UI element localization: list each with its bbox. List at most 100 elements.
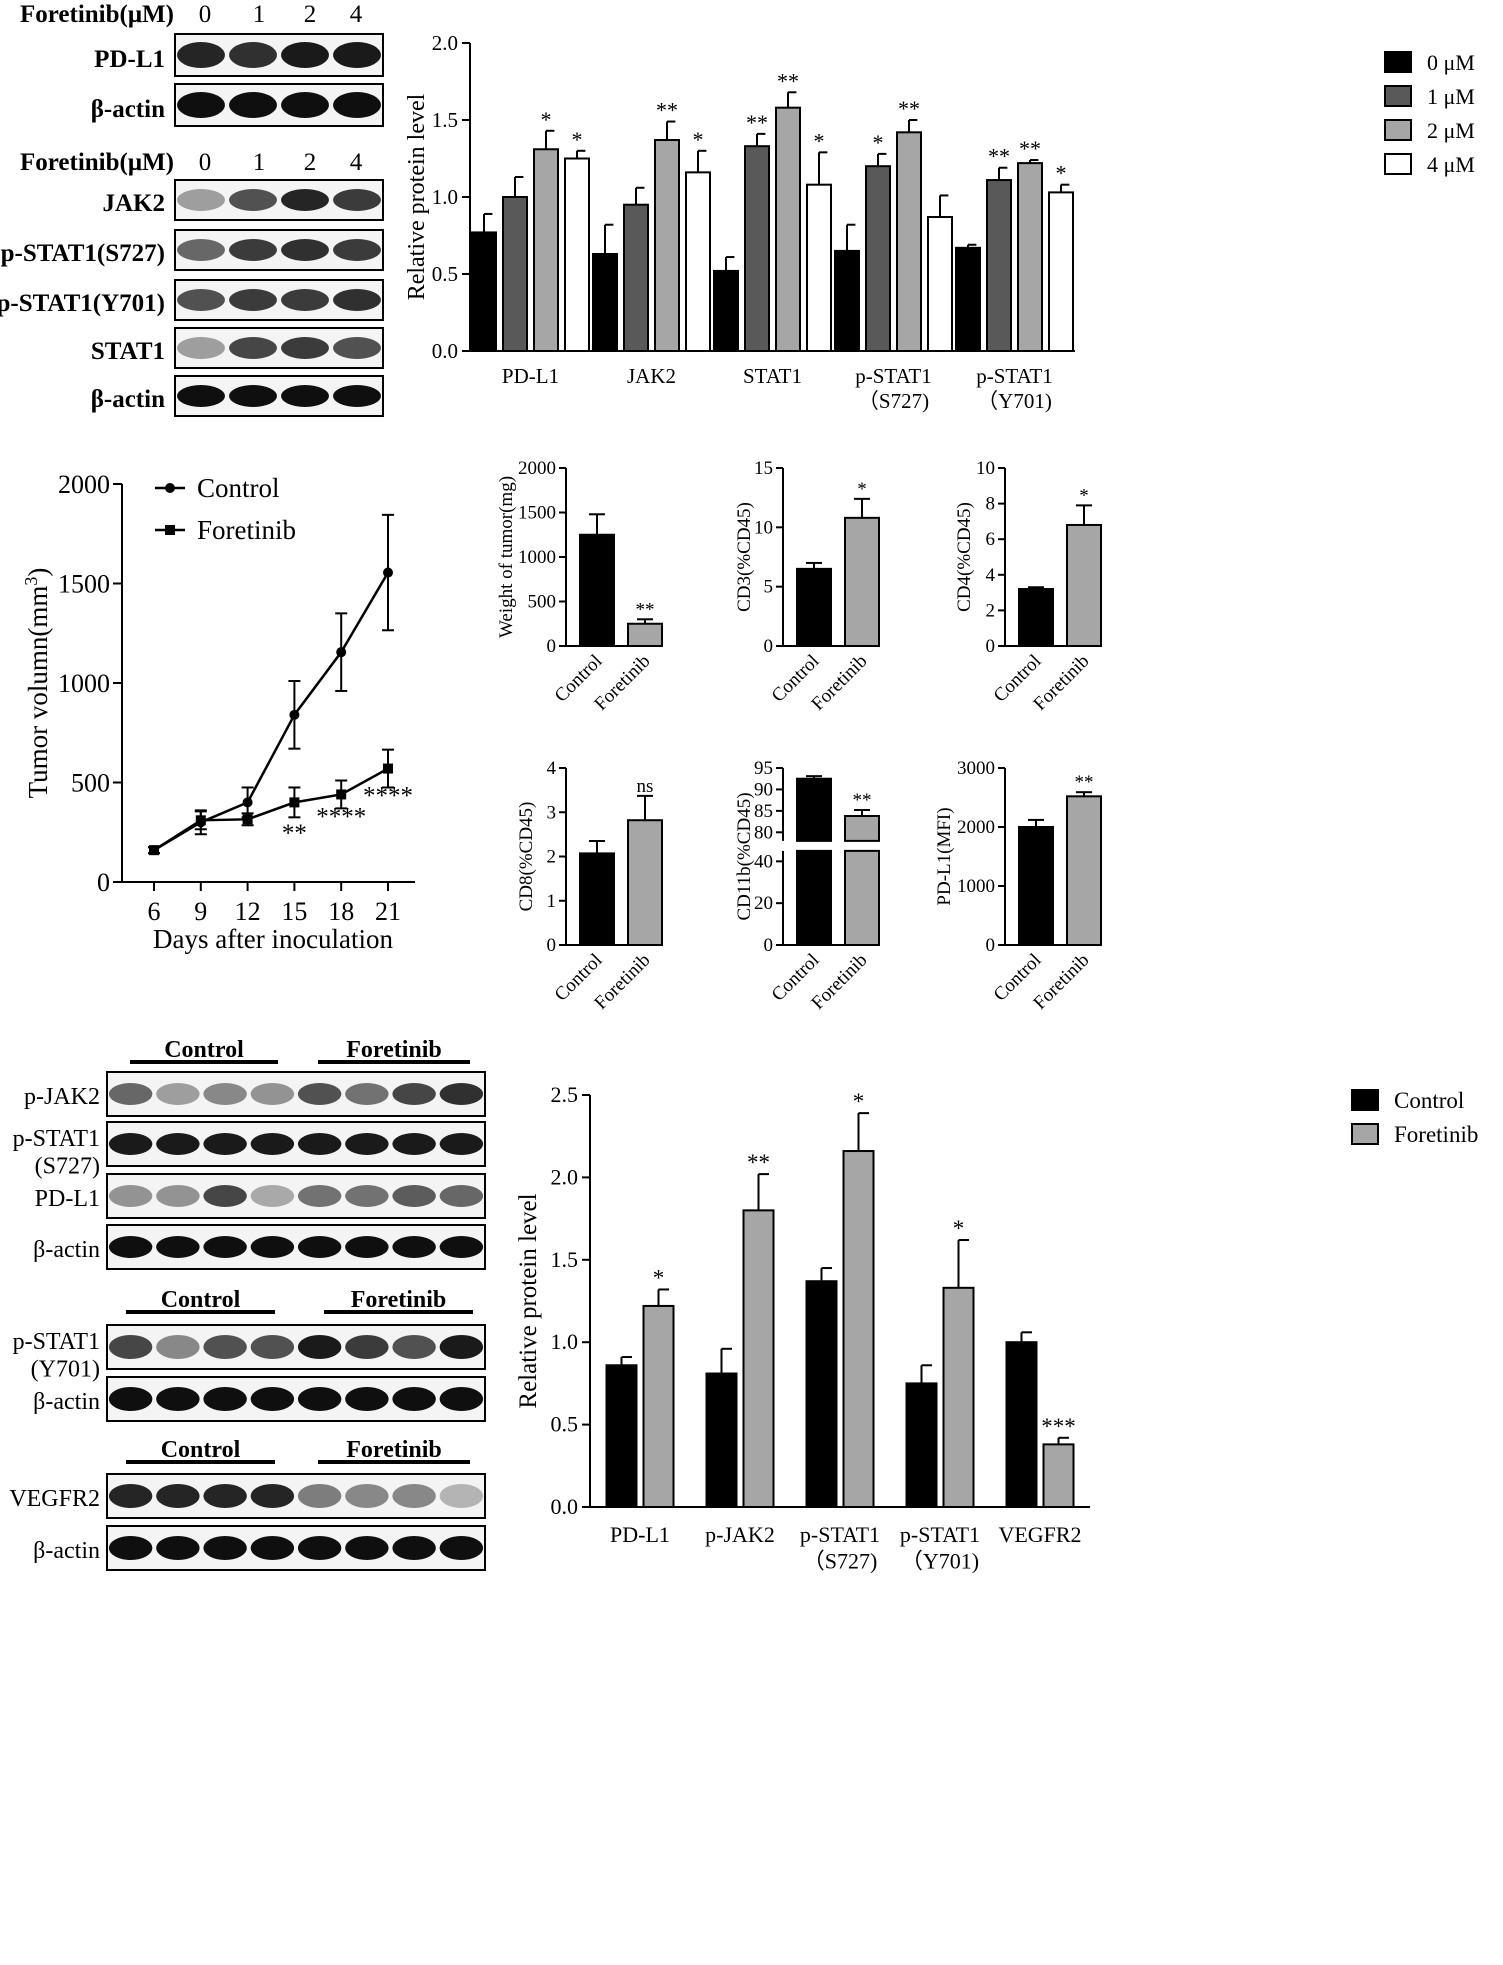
significance-mark: ** [1019,136,1041,161]
bar-2-m-jak2 [654,139,680,352]
x-tick-label: 6 [148,897,161,926]
blot-p-stat1-y701 [174,279,384,321]
legend-swatch [1351,1089,1379,1111]
blot-band [297,1387,342,1411]
y-tick-label: 0 [547,935,557,956]
dose-label-1: 1 [253,149,266,176]
x-tick-label: 15 [281,897,307,926]
blot-band [203,1185,247,1207]
blot-band [297,1484,342,1508]
y-tick-label: 2000 [58,470,110,499]
chart-weight: 0500100015002000**ControlForetinibWeight… [496,458,663,715]
x-tick-label: 12 [235,897,261,926]
blot-band [345,1335,389,1359]
blot-band [156,1484,200,1508]
blot-p-stat1-s727 [174,229,384,271]
blot-band [108,1133,153,1155]
blot-row-label: β-actin [33,1389,100,1415]
bar-control [579,852,615,947]
y-axis-label: Relative protein level [404,93,430,300]
y-tick-label: 6 [986,529,996,550]
blot-row-label: STAT1 [91,338,165,365]
legend-label: 1 μM [1427,84,1475,109]
y-axis-label: Relative protein level [515,1193,542,1408]
blot-band [177,289,225,311]
bar-4-m-jak2 [685,171,711,352]
y-tick-label: 2000 [518,458,556,479]
dose-label-2: 2 [304,1,317,28]
bar-control-p-jak2 [705,1372,738,1508]
blot-band [297,1083,342,1105]
blot-header-label: Foretinib(μM) [20,149,174,176]
y-tick-label: 4 [986,565,996,586]
bar-control-p-stat1-s727 [805,1280,838,1508]
blot-band [108,1387,153,1411]
blot-band [333,337,381,359]
blot-band [345,1133,389,1155]
category-label: p-STAT1 （S727) [855,364,931,413]
significance-mark: * [653,1265,665,1290]
y-tick-label: 0.5 [551,1412,579,1437]
blot-band [203,1083,247,1105]
y-tick-label: 1.0 [432,185,458,209]
blot-row-label: JAK2 [103,190,166,217]
significance-mark: ** [636,599,655,620]
y-axis-label: CD8(%CD45) [516,802,537,912]
significance-mark: * [853,1089,865,1114]
blot-band [250,1387,295,1411]
blot-row-label: p-STAT1(S727) [1,240,165,267]
legend-marker [165,483,175,493]
blot-band [281,189,329,211]
blot-row-label: p-JAK2 [24,1084,100,1110]
blot-band [392,1484,436,1508]
blot-band [229,42,277,68]
bar-4-m-p-stat1-y701 [1048,191,1074,352]
chart-relative-protein-control-foretinib: 0.0 0.5 1.0 1.5 2.0 2.5 Relative protein level… [515,1082,1478,1573]
y-tick-label: 1.5 [432,108,458,132]
group-label-foretinib: Foretinib [346,1037,442,1063]
significance-mark: ns [637,776,654,797]
y-tick-label: 1.5 [551,1247,579,1272]
group-label-foretinib: Foretinib [351,1287,447,1313]
blot-band [250,1536,295,1560]
y-axis-label: PD-L1(MFI) [934,807,955,905]
point-foretinib [336,789,347,800]
blot-band [345,1387,389,1411]
blot-band [108,1536,153,1560]
line-foretinib [153,767,389,852]
blot-band [108,1236,153,1258]
dose-label-1: 1 [253,1,266,28]
blot-band [203,1484,247,1508]
category-label: PD-L1 [610,1522,670,1547]
y-tick-label: 2 [547,847,557,868]
dose-label-2: 2 [304,149,317,176]
y-tick-label: 3 [547,802,557,823]
bar-1-m-stat1 [744,145,770,352]
bar-0-m-p-stat1-s727 [834,249,860,352]
y-tick-label: 1.0 [551,1329,579,1354]
bar-foretinib [627,622,663,647]
legend-marker [165,525,175,535]
blot-band [177,42,225,68]
significance-mark: * [873,130,884,155]
blot-band [281,289,329,311]
bar-0-m-jak2 [592,252,618,352]
y-tick-label: 0 [764,935,774,956]
bar-foretinib [627,819,663,947]
y-tick-label: 3000 [957,758,995,779]
point-foretinib [195,815,206,826]
blot-band [333,289,381,311]
bar-foretinib-vegfr2 [1042,1443,1075,1508]
y-tick-label: 2000 [957,817,995,838]
blot-band [250,1484,295,1508]
significance-mark: ** [988,144,1010,169]
blot-band [392,1236,436,1258]
blot-row-label: β-actin [33,1538,100,1564]
y-tick-label: 1 [547,891,557,912]
y-tick-label: 5 [764,577,774,598]
blot-band [229,289,277,311]
legend-swatch [1384,85,1412,107]
bar-control [579,533,615,647]
western-blots-bottom: Control Foretinib p-JAK2 p-STAT1 (S727) PD-L1… [9,1037,486,1571]
blot-band [392,1083,436,1105]
